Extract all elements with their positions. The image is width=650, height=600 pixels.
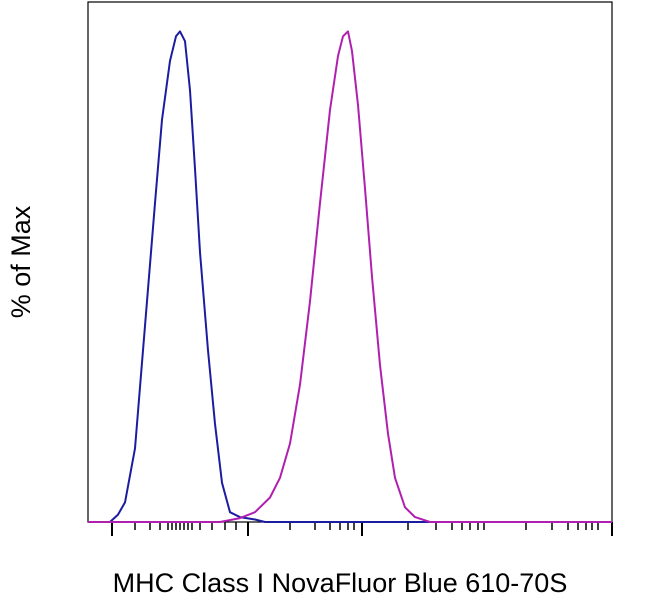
histogram-line [88, 30, 612, 523]
y-axis-label: % of Max [6, 205, 36, 318]
histogram-line [88, 30, 612, 523]
x-axis-label: MHC Class I NovaFluor Blue 610-70S [113, 568, 568, 598]
